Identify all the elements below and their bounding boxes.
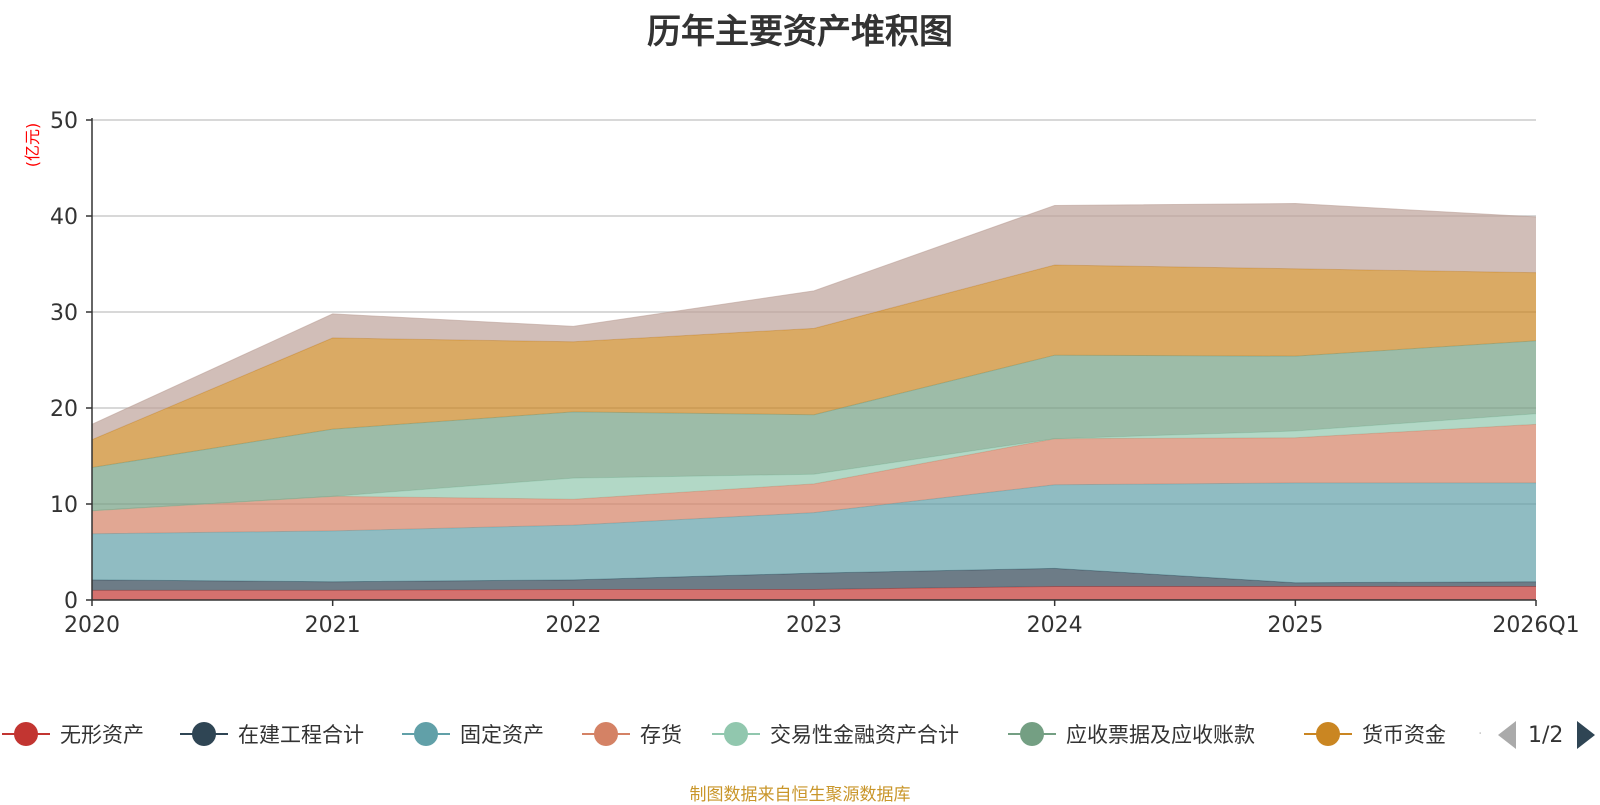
legend-label: 存货 [640, 723, 682, 747]
y-tick-label: 40 [50, 205, 78, 230]
legend-pager: 1/2 [1498, 716, 1596, 754]
legend-marker-icon [1302, 714, 1354, 754]
x-tick-label: 2024 [1027, 613, 1083, 638]
x-tick-label: 2026Q1 [1492, 613, 1579, 638]
legend-item-construction-in-progress[interactable]: 在建工程合计 [178, 714, 364, 754]
y-tick-label: 0 [64, 589, 78, 614]
legend-marker-icon [1006, 714, 1058, 754]
area-5 [92, 340, 1536, 511]
legend-marker-icon [400, 714, 452, 754]
legend-label: 在建工程合计 [238, 723, 364, 747]
x-tick-label: 2022 [545, 613, 601, 638]
area-series [91, 203, 1537, 600]
x-tick-label: 2021 [305, 613, 361, 638]
legend-item-trading-financial-assets[interactable]: 交易性金融资产合计 [710, 714, 959, 754]
y-axis-label: (亿元) [23, 123, 42, 168]
area-1 [92, 568, 1536, 591]
area-6 [92, 264, 1536, 468]
y-tick-label: 50 [50, 109, 78, 134]
pager-next-icon[interactable] [1577, 721, 1596, 749]
legend-item-receivables[interactable]: 应收票据及应收账款 [1006, 714, 1255, 754]
legend-label: 货币资金 [1362, 723, 1446, 747]
legend-item-cash[interactable]: 货币资金 [1302, 714, 1446, 754]
data-source-note: 制图数据来自恒生聚源数据库 [689, 785, 911, 805]
legend-item-inventory[interactable]: 存货 [580, 714, 682, 754]
legend-marker-icon [0, 714, 52, 754]
y-tick-label: 30 [50, 301, 78, 326]
legend-item-fixed-assets[interactable]: 固定资产 [400, 714, 544, 754]
area-0 [92, 586, 1536, 600]
area-3 [92, 424, 1536, 534]
pager-prev-icon[interactable] [1498, 721, 1516, 749]
legend-marker-icon [710, 714, 762, 754]
legend-overflow-dot: · [1478, 726, 1483, 742]
pager-page-text: 1/2 [1528, 722, 1564, 748]
area-4 [92, 413, 1536, 511]
legend-marker-icon [178, 714, 230, 754]
legend-item-intangible-assets[interactable]: 无形资产 [0, 714, 144, 754]
x-tick-label: 2025 [1267, 613, 1323, 638]
area-edge-7 [91, 203, 1537, 425]
x-tick-label: 2023 [786, 613, 842, 638]
chart-title: 历年主要资产堆积图 [647, 12, 953, 52]
area-7 [92, 203, 1536, 440]
x-tick-label: 2020 [64, 613, 120, 638]
legend-marker-icon [580, 714, 632, 754]
y-tick-label: 20 [50, 397, 78, 422]
legend-label: 应收票据及应收账款 [1066, 723, 1255, 747]
y-tick-label: 10 [50, 493, 78, 518]
legend: 无形资产 在建工程合计 固定资产 存货 交易性金融资产合计 应收票据及应收账款 … [0, 714, 1600, 754]
legend-label: 无形资产 [60, 723, 144, 747]
axes: 0 10 20 30 40 50 2020 2021 2022 2023 2024 2025 2026Q… [50, 109, 1580, 638]
legend-label: 固定资产 [460, 723, 544, 747]
legend-label: 交易性金融资产合计 [770, 723, 959, 747]
area-2 [92, 482, 1536, 583]
